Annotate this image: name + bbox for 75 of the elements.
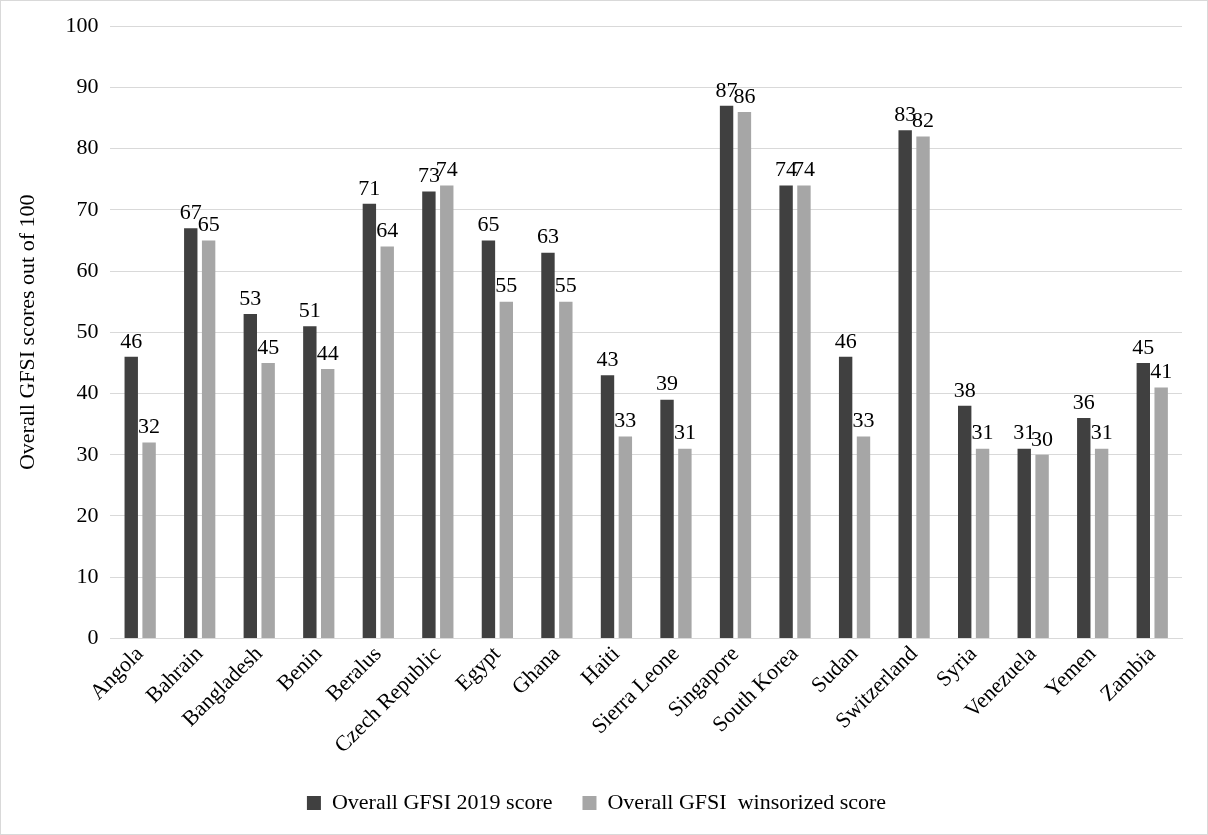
data-label: 64 (376, 217, 399, 243)
bar (124, 356, 138, 638)
data-label: 55 (554, 272, 577, 298)
data-label: 55 (495, 272, 518, 298)
data-label: 53 (239, 284, 262, 310)
data-label: 31 (673, 419, 696, 445)
bar (261, 362, 275, 638)
y-tick-label: 30 (76, 440, 99, 466)
bar (1094, 448, 1109, 638)
y-tick-label: 20 (76, 501, 99, 527)
bar (1136, 362, 1150, 638)
data-label: 65 (477, 211, 500, 237)
bar (797, 185, 811, 638)
bar (440, 185, 454, 638)
data-label: 30 (1031, 425, 1054, 451)
bar (499, 301, 513, 638)
y-tick-label: 10 (76, 562, 99, 588)
bar (1017, 448, 1031, 638)
bar (1154, 387, 1168, 638)
bar (303, 326, 317, 638)
data-label: 63 (536, 223, 559, 249)
bar (362, 203, 377, 638)
bar (898, 130, 912, 638)
bar (678, 448, 692, 638)
data-label: 39 (656, 370, 679, 396)
bar (838, 356, 853, 638)
data-label: 33 (852, 407, 875, 433)
data-label: 33 (614, 407, 637, 433)
y-tick-label: 0 (87, 624, 99, 650)
bar (958, 405, 972, 638)
data-label: 51 (298, 296, 321, 322)
data-label: 45 (257, 333, 280, 359)
bar (142, 442, 156, 638)
bar (321, 369, 335, 638)
bar (481, 240, 496, 638)
data-label: 41 (1150, 358, 1173, 384)
y-tick-label: 70 (76, 195, 99, 221)
data-label: 44 (316, 339, 339, 365)
data-label: 38 (953, 376, 976, 402)
bar (600, 375, 615, 638)
data-label: 31 (1090, 419, 1113, 445)
bar (1035, 454, 1049, 638)
bar (916, 136, 930, 638)
y-tick-label: 90 (76, 73, 99, 99)
bar (422, 191, 436, 638)
bar (243, 313, 257, 638)
bar (975, 448, 990, 638)
bar (856, 436, 871, 638)
data-label: 46 (120, 327, 143, 353)
bar (559, 301, 573, 638)
data-label: 45 (1132, 333, 1155, 359)
bar (779, 185, 793, 638)
bar (541, 252, 555, 638)
data-label: 31 (971, 419, 994, 445)
legend-label: Overall GFSI 2019 score (331, 788, 553, 814)
data-label: 71 (358, 174, 381, 200)
y-tick-label: 100 (65, 11, 99, 37)
y-axis-title: Overall GFSI scores out of 100 (13, 194, 39, 471)
y-tick-label: 80 (76, 134, 99, 160)
bar (201, 240, 216, 638)
bar (380, 246, 394, 638)
data-label: 32 (138, 413, 161, 439)
y-tick-label: 50 (76, 318, 99, 344)
y-tick-label: 40 (76, 379, 99, 405)
bar (184, 228, 198, 638)
legend-label: Overall GFSI winsorized score (607, 788, 887, 814)
bar (719, 105, 734, 638)
bar (737, 111, 752, 638)
data-label: 43 (596, 345, 619, 371)
bar (618, 436, 633, 638)
bar (1077, 418, 1091, 638)
y-tick-label: 60 (76, 256, 99, 282)
bar (660, 399, 674, 638)
data-label: 46 (834, 327, 857, 353)
data-label: 36 (1072, 388, 1095, 414)
